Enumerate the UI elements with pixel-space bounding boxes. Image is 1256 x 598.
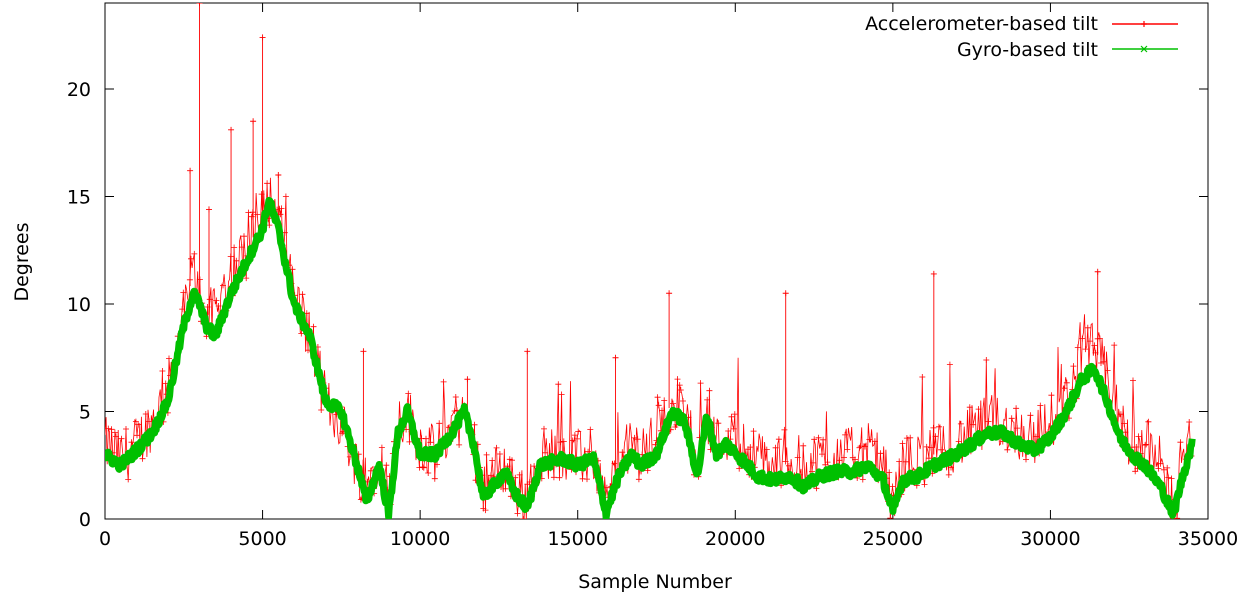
accelerometer-spike-marker xyxy=(250,118,257,125)
accelerometer-spike-marker xyxy=(228,126,235,133)
x-axis-title: Sample Number xyxy=(578,571,732,593)
x-tick-label: 5000 xyxy=(238,528,286,550)
x-tick-label: 35000 xyxy=(1178,528,1238,550)
y-axis-title: Degrees xyxy=(11,222,33,301)
accelerometer-spike-marker xyxy=(360,348,367,355)
accelerometer-spike-marker xyxy=(524,348,531,355)
x-tick-label: 10000 xyxy=(390,528,450,550)
y-tick-label: 15 xyxy=(67,187,91,209)
x-tick-label: 20000 xyxy=(705,528,765,550)
accelerometer-markers xyxy=(105,180,1195,519)
y-tick-label: 5 xyxy=(79,402,91,424)
legend-label-accelerometer: Accelerometer-based tilt xyxy=(865,13,1098,35)
axis-tick-labels: 0 5000 10000 15000 20000 25000 30000 35000 0 5 10 1… xyxy=(67,79,1238,550)
y-tick-label: 10 xyxy=(67,294,91,316)
series-gyro xyxy=(105,196,1196,519)
accelerometer-spike-marker xyxy=(275,172,282,178)
plot-frame xyxy=(104,2,1209,520)
accelerometer-spike-marker xyxy=(1094,268,1101,275)
x-tick-label: 0 xyxy=(99,528,111,550)
accelerometer-spike-marker xyxy=(259,34,266,41)
accelerometer-spike-marker xyxy=(782,290,789,297)
accelerometer-spike-marker xyxy=(464,376,471,383)
axis-ticks xyxy=(104,3,1209,520)
accelerometer-spike-marker xyxy=(666,290,673,297)
legend: Accelerometer-based tilt Gyro-based tilt xyxy=(865,13,1178,61)
x-tick-label: 30000 xyxy=(1020,528,1080,550)
series-layer xyxy=(105,3,1196,519)
accelerometer-spike-marker xyxy=(930,270,937,277)
accelerometer-spike-marker xyxy=(612,354,619,361)
legend-label-gyro: Gyro-based tilt xyxy=(957,39,1098,61)
accelerometer-spike-marker xyxy=(187,167,194,174)
y-tick-label: 0 xyxy=(79,509,91,531)
legend-marker-plus xyxy=(1141,21,1147,27)
accelerometer-spike-marker xyxy=(205,206,212,213)
legend-marker-cross xyxy=(1140,45,1148,53)
x-tick-label: 25000 xyxy=(863,528,923,550)
x-tick-label: 15000 xyxy=(547,528,607,550)
gyro-line xyxy=(105,196,1196,519)
y-tick-label: 20 xyxy=(67,79,91,101)
accelerometer-spike-marker xyxy=(196,3,203,6)
